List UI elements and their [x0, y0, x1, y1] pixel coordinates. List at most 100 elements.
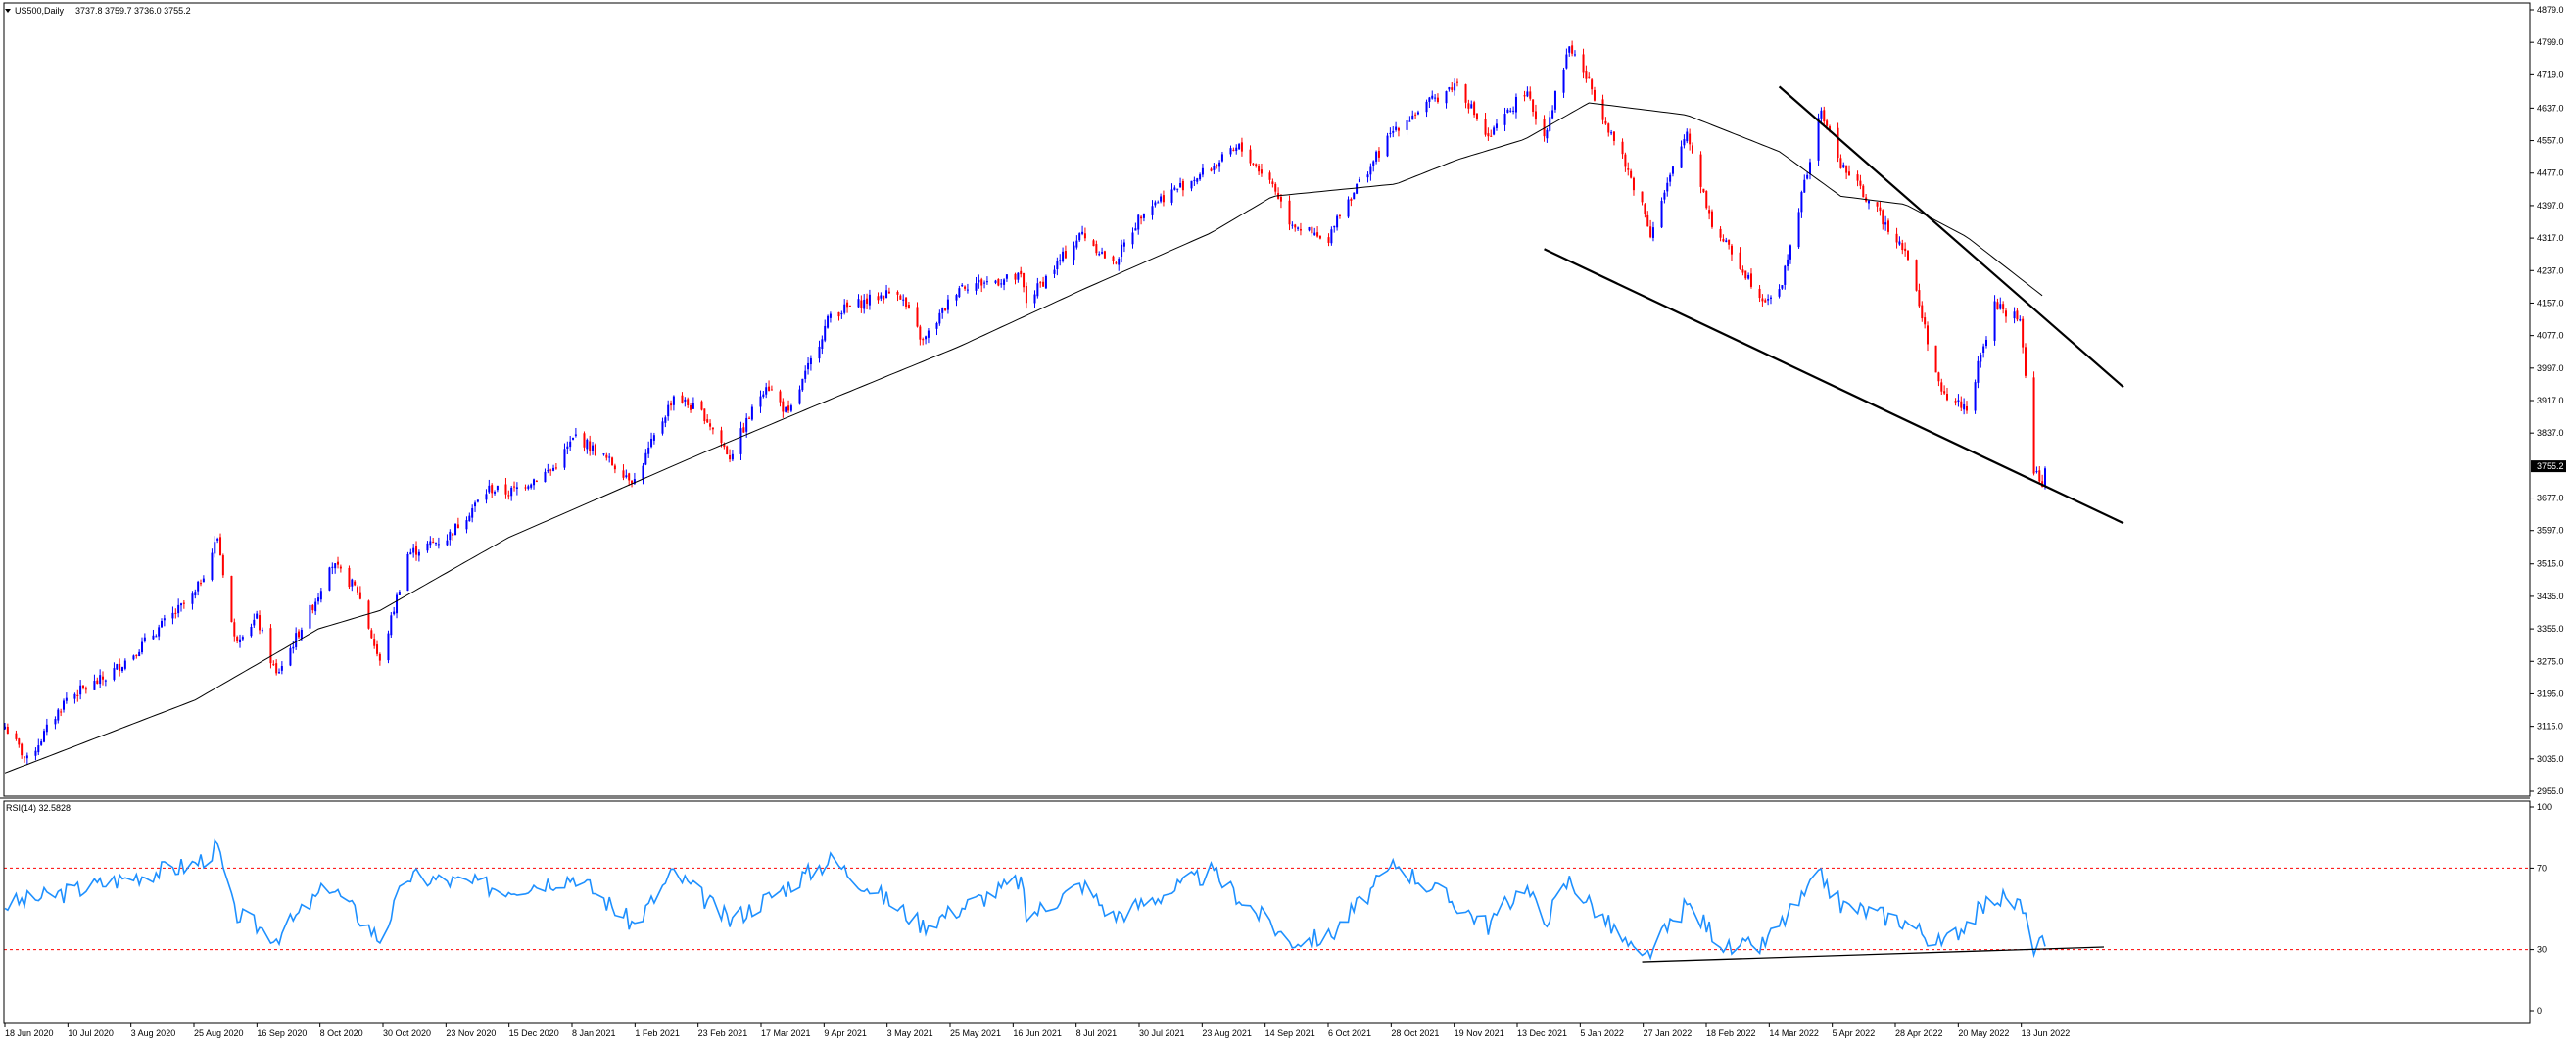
candle-body: [569, 441, 572, 448]
candle-body: [1582, 54, 1585, 73]
candle-body: [1353, 192, 1356, 200]
candle: [1495, 119, 1498, 131]
candle-body: [426, 543, 429, 551]
candle-body: [182, 602, 185, 604]
candle: [866, 293, 869, 310]
candle: [1728, 239, 1731, 250]
candle: [944, 308, 947, 312]
candle: [1179, 177, 1182, 188]
candle: [1691, 142, 1693, 155]
candle: [177, 598, 180, 618]
candle-body: [2035, 471, 2038, 473]
candle: [955, 293, 958, 307]
candle: [748, 416, 751, 420]
candle-body: [1170, 189, 1173, 203]
candle-body: [1386, 135, 1389, 157]
candle-body: [1895, 233, 1898, 243]
candle-body: [1338, 214, 1341, 216]
candle: [1260, 163, 1263, 177]
candle: [1758, 284, 1761, 303]
candle-body: [1722, 239, 1725, 242]
candle-body: [504, 484, 507, 495]
candle: [1249, 145, 1252, 166]
price-axis[interactable]: 4879.0 4799.0 4719.0 4637.0 4557.0 4477.0 4397…: [2530, 5, 2566, 796]
candle-body: [880, 295, 883, 299]
candle-body: [1980, 354, 1982, 362]
candle: [1137, 214, 1140, 235]
candle: [1017, 272, 1020, 283]
candle: [1689, 128, 1692, 151]
candle: [905, 297, 908, 310]
time-tick-label: 28 Oct 2021: [1391, 1028, 1439, 1038]
candle-body: [280, 666, 283, 671]
candle: [1154, 200, 1157, 208]
candle: [1470, 100, 1473, 109]
candle: [24, 756, 26, 763]
candle: [997, 278, 1000, 287]
time-tick-label: 13 Jun 2022: [2022, 1028, 2071, 1038]
candle: [1347, 196, 1350, 219]
candle: [1571, 40, 1574, 57]
candle-body: [1389, 132, 1392, 134]
candle-body: [357, 587, 359, 593]
candle-body: [57, 709, 60, 721]
candle: [1369, 163, 1372, 181]
candle: [1610, 129, 1613, 136]
price-tick-label: 3515.0: [2537, 559, 2564, 569]
candle-body: [1467, 103, 1470, 109]
candle-body: [1490, 135, 1493, 137]
candle: [589, 435, 592, 456]
candle-body: [877, 296, 880, 301]
candle: [158, 624, 161, 641]
candle: [801, 378, 804, 392]
candle-body: [1017, 272, 1020, 280]
candle: [1414, 112, 1417, 119]
candle-body: [1708, 210, 1711, 214]
trendline-upper[interactable]: [1778, 85, 2124, 389]
candle: [549, 468, 552, 476]
candle: [1425, 99, 1428, 118]
candle: [435, 542, 438, 546]
candle-body: [552, 467, 555, 471]
candle: [200, 579, 203, 587]
candle-body: [65, 697, 68, 701]
candle: [807, 357, 810, 375]
candle-body: [435, 543, 438, 545]
time-tick-label: 30 Oct 2020: [383, 1028, 431, 1038]
candle-body: [1216, 165, 1218, 167]
candle-body: [964, 286, 967, 289]
chart-menu-triangle-icon[interactable]: [5, 9, 11, 13]
candle-body: [1666, 182, 1669, 192]
candle: [533, 478, 536, 490]
candle-body: [259, 615, 262, 631]
candle-body: [633, 479, 636, 484]
candle: [1173, 185, 1176, 191]
candle-body: [236, 637, 239, 641]
candle-body: [1464, 84, 1467, 103]
rsi-axis[interactable]: 100 70 30 0: [2530, 802, 2552, 1016]
rsi-support-trendline[interactable]: [1642, 946, 2105, 963]
current-price-box: [2531, 460, 2566, 473]
candle-body: [437, 544, 440, 546]
candle: [829, 311, 832, 323]
candle-body: [1101, 252, 1104, 254]
candle: [827, 314, 830, 329]
candle-body: [809, 357, 812, 365]
candle-body: [289, 647, 292, 666]
candle: [1984, 336, 1987, 349]
candle: [515, 482, 518, 496]
candle-body: [1984, 339, 1987, 347]
candle-body: [1612, 131, 1615, 141]
candle-body: [1546, 129, 1549, 139]
time-axis[interactable]: 18 Jun 2020 10 Jul 2020 3 Aug 2020 25 Aug 2…: [4, 1023, 2071, 1038]
candle-body: [1593, 89, 1596, 101]
candle: [1490, 129, 1493, 137]
price-tick-label: 2955.0: [2537, 786, 2564, 796]
trendline-lower[interactable]: [1544, 248, 2124, 525]
candle-body: [1271, 181, 1274, 184]
candle: [1308, 226, 1311, 232]
candle-body: [1238, 144, 1241, 150]
candle-body: [997, 279, 1000, 286]
